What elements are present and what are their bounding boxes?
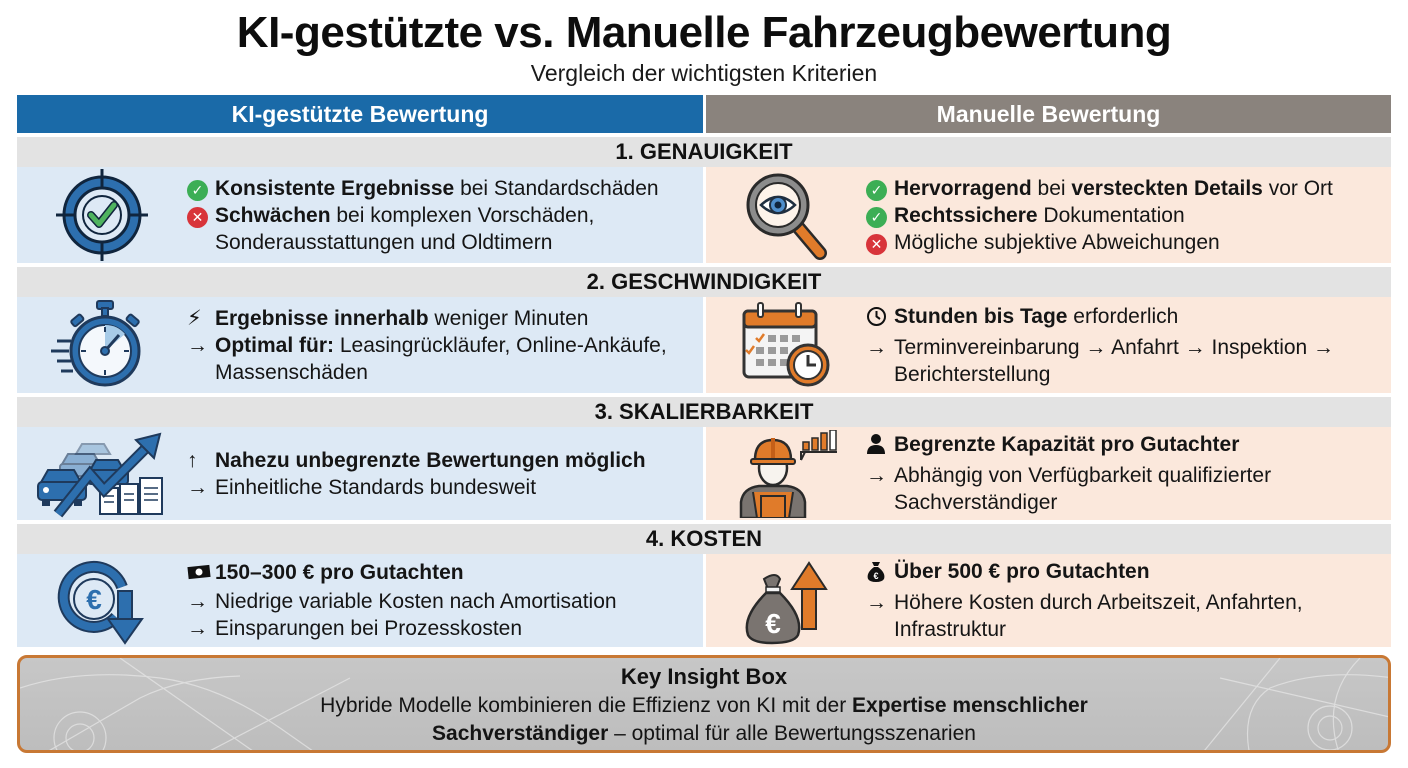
- person-icon: [866, 431, 894, 462]
- arrow-right-icon: →: [866, 591, 887, 614]
- check-icon: ✓: [187, 179, 208, 201]
- cars-growth-chart-icon: [17, 430, 187, 518]
- arrow-right-icon: →: [187, 590, 208, 613]
- manual-speed-cell: Stunden bis Tage erforderlich → Terminver…: [706, 297, 1391, 393]
- ai-costs-cell: € 150–300 € pro Gutachten → Niedrige vari…: [17, 554, 703, 647]
- section-title-scalability: 3. SKALIERBARKEIT: [17, 397, 1391, 427]
- euro-down-icon: €: [17, 557, 187, 645]
- ai-scalability-text: ↑ Nahezu unbegrenzte Bewertungen möglich …: [187, 448, 646, 499]
- manual-scalability-cell: Begrenzte Kapazität pro Gutachter → Abhän…: [706, 427, 1391, 520]
- ai-speed-cell: ⚡ Ergebnisse innerhalb weniger Minuten → O…: [17, 297, 703, 393]
- arrow-right-icon: →: [187, 617, 208, 640]
- check-icon: ✓: [866, 206, 887, 228]
- svg-text:€: €: [86, 584, 102, 615]
- manual-accuracy-cell: ✓ Hervorragend bei versteckten Details vo…: [706, 167, 1391, 263]
- arrow-right-icon: →: [187, 333, 208, 357]
- manual-scalability-text: Begrenzte Kapazität pro Gutachter → Abhän…: [866, 431, 1272, 514]
- magnifier-eye-icon: [706, 167, 866, 263]
- ai-accuracy-cell: ✓ Konsistente Ergebnisse bei Standardschä…: [17, 167, 703, 263]
- cross-icon: ✕: [866, 233, 887, 255]
- insight-text: Hybride Modelle kombinieren die Effizien…: [320, 694, 1088, 745]
- lightning-icon: ⚡: [187, 306, 202, 330]
- clock-icon: [866, 303, 894, 334]
- ai-speed-text: ⚡ Ergebnisse innerhalb weniger Minuten → O…: [187, 306, 667, 384]
- insight-title: Key Insight Box: [620, 664, 788, 689]
- money-bag-up-icon: €: [706, 557, 866, 645]
- expert-worker-icon: [706, 429, 866, 518]
- section-title-costs: 4. KOSTEN: [17, 524, 1391, 554]
- manual-accuracy-text: ✓ Hervorragend bei versteckten Details vo…: [866, 175, 1333, 256]
- svg-text:€: €: [873, 571, 878, 581]
- arrow-up-icon: ↑: [187, 448, 198, 472]
- check-icon: ✓: [866, 179, 887, 201]
- money-bag-icon: €: [866, 558, 894, 589]
- stopwatch-icon: [17, 299, 187, 391]
- ai-scalability-cell: ↑ Nahezu unbegrenzte Bewertungen möglich …: [17, 427, 703, 520]
- manual-costs-cell: € € Über 500 € pro Gutachten → Höhere Kost…: [706, 554, 1391, 647]
- manual-speed-text: Stunden bis Tage erforderlich → Terminver…: [866, 303, 1335, 386]
- section-title-speed: 2. GESCHWINDIGKEIT: [17, 267, 1391, 297]
- page-title: KI-gestützte vs. Manuelle Fahrzeugbewert…: [236, 8, 1172, 57]
- section-title-accuracy: 1. GENAUIGKEIT: [17, 137, 1391, 167]
- arrow-right-icon: →: [187, 475, 208, 499]
- car-blueprint-background-icon: [20, 658, 1388, 750]
- target-check-icon: [17, 167, 187, 263]
- ai-accuracy-text: ✓ Konsistente Ergebnisse bei Standardschä…: [187, 175, 659, 256]
- column-header-manual: Manuelle Bewertung: [706, 95, 1391, 133]
- arrow-right-icon: →: [866, 335, 887, 359]
- cross-icon: ✕: [187, 206, 208, 228]
- arrow-right-icon: →: [866, 464, 887, 487]
- key-insight-box: Key Insight Box Hybride Modelle kombinie…: [17, 655, 1391, 753]
- page-subtitle: Vergleich der wichtigsten Kriterien: [530, 60, 878, 86]
- banknote-icon: [187, 559, 215, 588]
- manual-costs-text: € Über 500 € pro Gutachten → Höhere Kosten…: [866, 558, 1303, 641]
- svg-text:€: €: [765, 608, 781, 639]
- calendar-clock-icon: [706, 299, 866, 391]
- ai-costs-text: 150–300 € pro Gutachten → Niedrige variab…: [187, 559, 617, 640]
- column-header-ai: KI-gestützte Bewertung: [17, 95, 703, 133]
